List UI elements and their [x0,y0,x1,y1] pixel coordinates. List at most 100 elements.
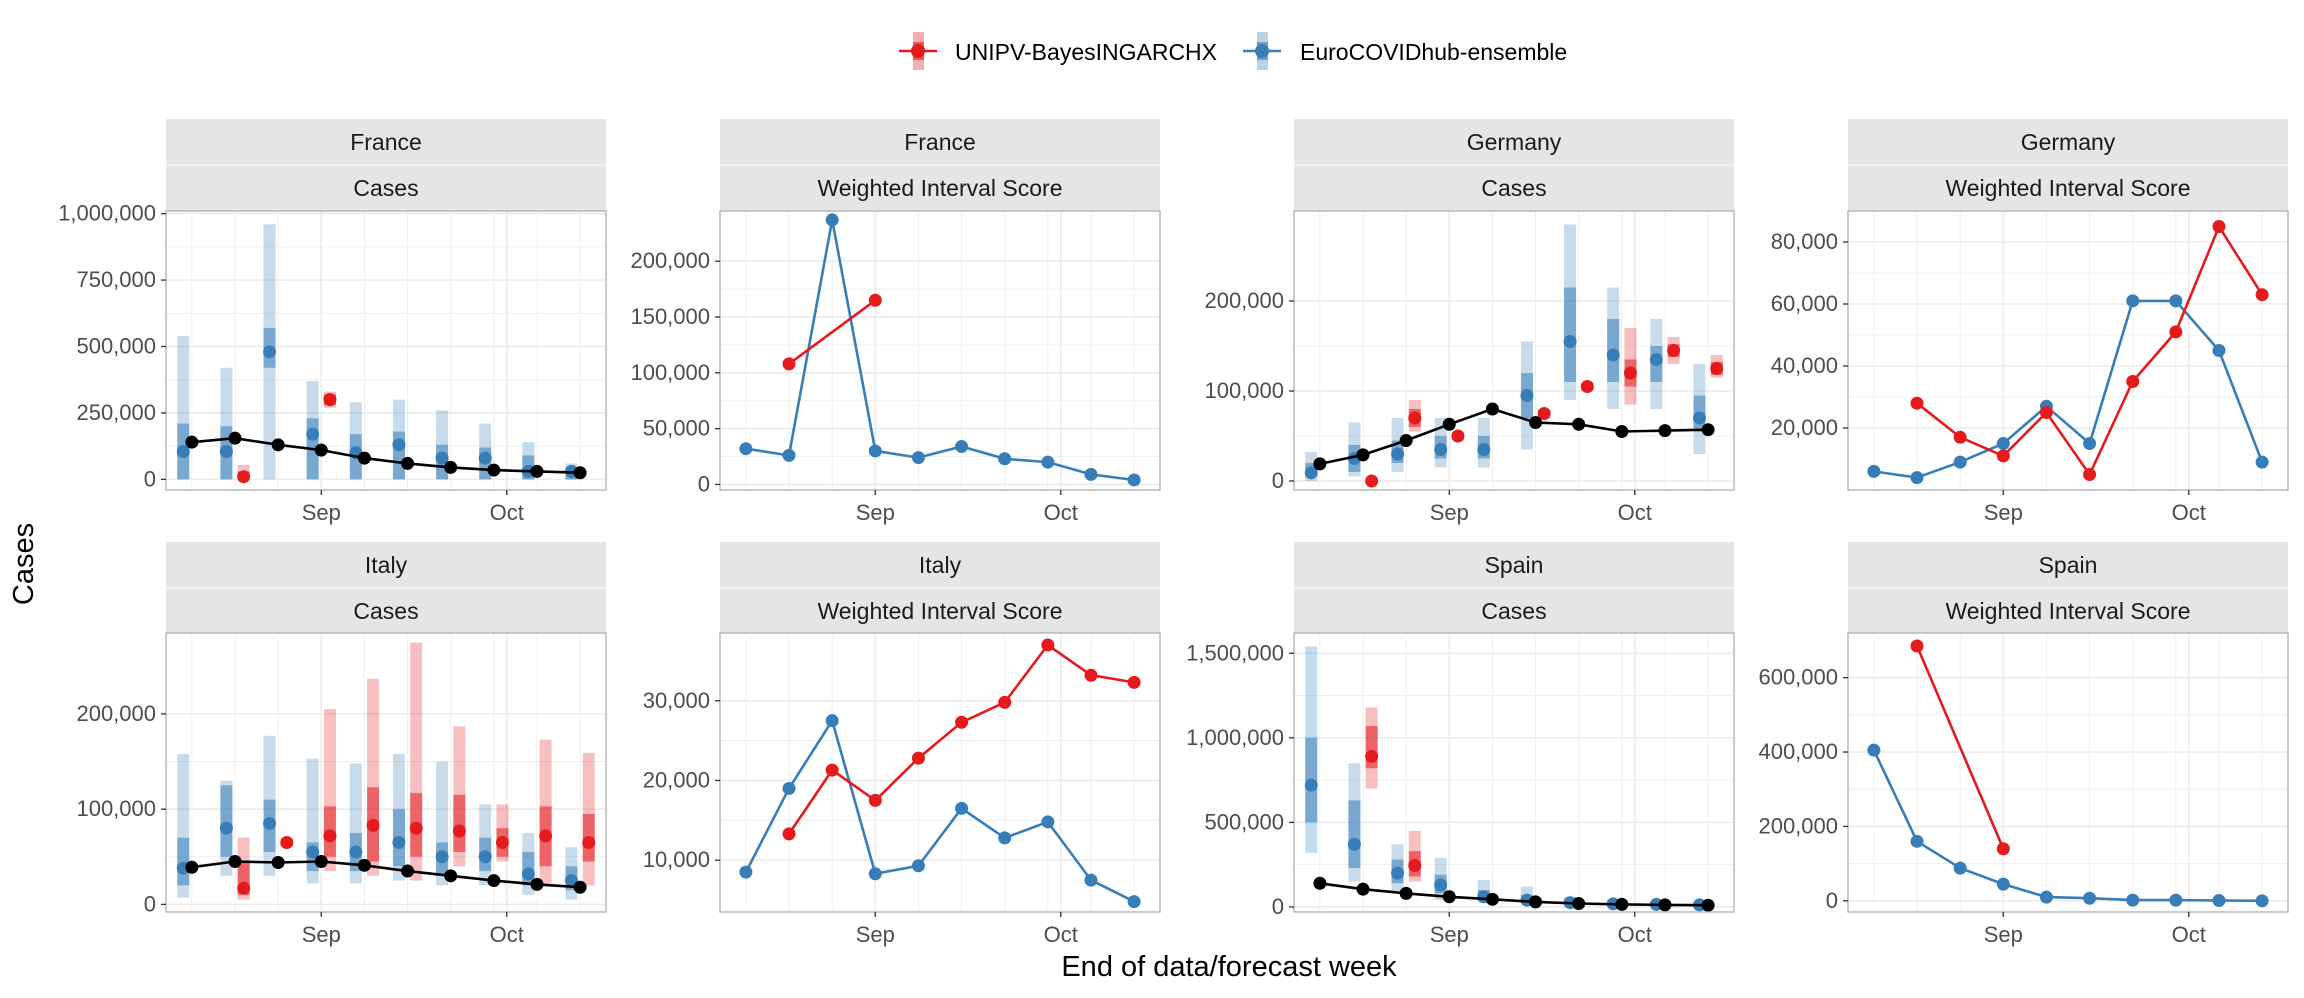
ensemble-score-point [1910,834,1924,848]
facet-title-measure: Weighted Interval Score [1945,598,2190,624]
ensemble-score-point [1084,873,1098,887]
observed-point [1701,898,1715,912]
panel-data [739,213,1141,487]
ensemble-forecast-median-point [263,345,277,359]
ensemble-forecast-median-point [1606,348,1620,362]
ensemble-score-point [2083,437,2097,450]
facet-title-country: France [350,129,422,155]
ensemble-forecast-interval-50 [220,785,233,857]
legend-label-ensemble: EuroCOVIDhub-ensemble [1300,39,1567,65]
ensemble-forecast-median-point [392,835,406,849]
model-score-point [911,751,925,765]
ensemble-forecast-median-point [1304,466,1318,480]
model-score-point [1910,396,1924,410]
model-forecast-median-point [323,393,337,407]
model-score-line [1915,645,2005,850]
ensemble-forecast-median-point [1649,353,1663,366]
y-tick-label: 200,000 [630,248,710,273]
y-tick-label: 750,000 [76,267,156,292]
observed-point [1658,898,1672,912]
ensemble-score-point [955,439,969,453]
model-forecast-median-point [1710,362,1724,375]
facet-title-country: Italy [365,552,408,578]
facet-panel: Spain Cases 0 500,000 1,000,000 1,500,000 Sep O… [1186,542,1735,947]
ensemble-forecast-median-point [1347,837,1361,851]
model-forecast-median-point [1580,380,1594,393]
model-score-point [2083,468,2097,481]
facet-title-country: Spain [1485,552,1544,578]
y-tick-label: 40,000 [1771,353,1838,378]
ensemble-score-point [1996,877,2010,891]
model-forecast-median-point [1365,474,1379,488]
y-tick-label: 20,000 [643,767,710,792]
model-forecast-median-point [452,824,466,838]
x-tick-label: Sep [302,922,341,947]
ensemble-score-point [868,867,882,881]
y-tick-label: 1,000,000 [58,201,156,226]
observed-point [185,860,199,874]
facet-title-measure: Weighted Interval Score [817,175,1062,201]
facet-strip-country [1848,542,2288,588]
ensemble-score-point [1041,815,1055,829]
observed-point [271,855,285,869]
ensemble-score-point [1953,455,1967,469]
model-forecast-median-point [280,835,294,849]
y-tick-label: 100,000 [76,796,156,821]
observed-point [1615,425,1629,438]
observed-point [228,855,242,869]
facet-strip-measure [720,165,1160,211]
panel-data [1304,646,1715,912]
ensemble-score-point [1910,471,1924,485]
observed-line [1319,882,1709,907]
model-score-point [1041,638,1055,652]
y-tick-label: 60,000 [1771,291,1838,316]
model-forecast-median-point [409,821,423,835]
legend-label-model: UNIPV-BayesINGARCHX [955,39,1217,65]
facet-title-measure: Cases [353,598,418,624]
facet-strip-measure [1294,588,1734,634]
ensemble-forecast-median-point [435,451,449,465]
model-score-point [2169,325,2183,339]
model-score-point [825,763,839,777]
facet-title-country: Spain [2039,552,2098,578]
facet-title-country: Germany [1467,129,1562,155]
ensemble-score-point [868,444,882,458]
y-tick-label: 0 [1272,894,1284,919]
ensemble-forecast-median-point [263,816,277,830]
model-score-point [868,793,882,807]
ensemble-score-point [911,859,925,873]
ensemble-forecast-median-point [435,850,449,864]
ensemble-forecast-median-point [1563,335,1577,348]
observed-point [314,443,328,457]
model-forecast-median-point [495,835,509,849]
facet-title-measure: Weighted Interval Score [1945,175,2190,201]
ensemble-score-line [1872,749,2263,903]
model-score-point [782,357,796,371]
model-score-point [2255,288,2269,302]
model-score-line [788,299,877,365]
model-score-point [1996,449,2010,463]
ensemble-score-point [1127,473,1141,487]
ensemble-score-point [2255,894,2269,908]
ensemble-forecast-median-point [1391,866,1405,880]
y-tick-label: 200,000 [1758,813,1838,838]
model-forecast-interval-50 [453,794,466,853]
observed-point [314,855,328,869]
panel-border [1293,632,1735,913]
y-tick-label: 10,000 [643,847,710,872]
model-forecast-median-point [237,881,251,895]
x-tick-label: Sep [302,500,341,525]
model-score-point [2126,375,2140,388]
facet-panel: Germany Weighted Interval Score 20,000 40,0… [1771,119,2289,525]
observed-point [401,456,415,470]
y-tick-label: 100,000 [1204,378,1284,403]
ensemble-score-point [2169,893,2183,907]
observed-point [1485,402,1499,416]
facet-title-measure: Cases [353,175,418,201]
model-score-point [2212,220,2226,233]
facet-strip-country [720,119,1160,165]
model-score-point [1127,675,1141,689]
model-forecast-median-point [323,829,337,843]
ensemble-forecast-median-point [219,821,233,835]
ensemble-score-point [2083,891,2097,905]
